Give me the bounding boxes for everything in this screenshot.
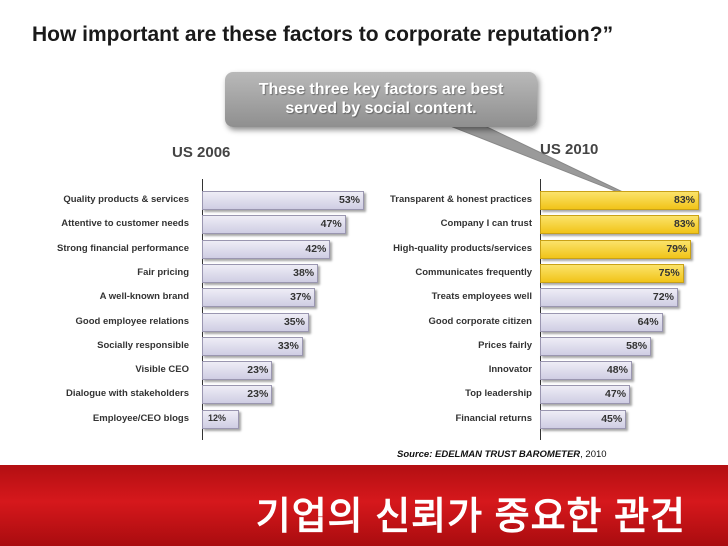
chart-2006-value-label: 47% [320, 218, 342, 231]
chart-2006-bar [202, 409, 239, 429]
chart-2010-category-label: Treats employees well [431, 291, 532, 303]
chart-2006-value-label: 42% [305, 242, 327, 255]
source-year: , 2010 [580, 449, 607, 460]
chart-2010-value-label: 75% [658, 266, 680, 279]
chart-2010-value-label: 83% [673, 218, 695, 231]
chart-2010-value-label: 64% [637, 315, 659, 328]
chart-2010-category-label: Top leadership [465, 388, 532, 400]
chart-2006-bar [202, 336, 303, 356]
chart-2006-category-label: Visible CEO [135, 364, 189, 376]
chart-2006-value-label: 12% [208, 412, 227, 423]
chart-2010-title: US 2010 [540, 141, 599, 158]
chart-2006-value-label: 33% [277, 339, 299, 352]
chart-2010-value-label: 58% [626, 339, 648, 352]
chart-2006-value-label: 23% [247, 364, 269, 377]
chart-2010-category-label: Prices fairly [478, 339, 532, 351]
chart-2010-bar [540, 409, 627, 429]
chart-2010-bar [540, 288, 678, 308]
chart-2006-bar [202, 361, 273, 381]
source-note: Source: EDELMAN TRUST BAROMETER, 2010 [397, 449, 607, 460]
chart-2006-category-label: Strong financial performance [57, 242, 189, 254]
chart-2010-value-label: 48% [606, 364, 628, 377]
chart-2006-category-label: Fair pricing [137, 266, 189, 278]
chart-2010-bar [540, 191, 699, 210]
callout-box: These three key factors are best served … [225, 72, 537, 127]
chart-2010-bar [540, 336, 652, 356]
chart-2006-value-label: 35% [283, 315, 305, 328]
chart-2006-title: US 2006 [172, 144, 231, 161]
chart-2010-category-label: Innovator [488, 364, 532, 376]
chart-2010-bar [540, 263, 684, 283]
source-prefix: Source: [397, 449, 436, 460]
chart-2010-bar [540, 312, 663, 332]
source-name: EDELMAN TRUST BAROMETER [435, 449, 581, 460]
chart-2010-category-label: Company I can trust [440, 218, 532, 230]
chart-2006-value-label: 37% [290, 291, 312, 304]
chart-2006-axis [202, 179, 203, 440]
chart-2006-bar [202, 312, 309, 332]
chart-2006-value-label: 38% [293, 266, 315, 279]
chart-2006-category-label: Employee/CEO blogs [92, 412, 189, 424]
chart-2006-value-label: 23% [247, 388, 269, 401]
chart-2010-category-label: Good corporate citizen [428, 315, 532, 327]
footer-text: 기업의 신뢰가 중요한 관건 [255, 496, 686, 538]
footer-banner: 기업의 신뢰가 중요한 관건 [0, 465, 728, 546]
chart-2006-bar [202, 288, 316, 308]
chart-2010-value-label: 47% [605, 388, 627, 401]
chart-2006-bar [202, 263, 319, 283]
chart-2010-category-label: Transparent & honest practices [389, 194, 532, 205]
chart-2010-value-label: 79% [666, 242, 688, 255]
chart-2010-axis [540, 179, 541, 440]
chart-2010-bar [540, 361, 632, 381]
chart-2006-category-label: Socially responsible [97, 339, 189, 351]
chart-2010-category-label: Communicates frequently [415, 266, 532, 278]
chart-2006-category-label: Good employee relations [75, 315, 190, 327]
chart-2010-value-label: 83% [673, 194, 695, 206]
chart-2010-bar [540, 215, 699, 235]
callout-line-1: These three key factors are best [258, 81, 504, 98]
chart-2006-bar [202, 239, 331, 259]
callout-line-2: served by social content. [285, 100, 477, 117]
chart-2010-value-label: 45% [601, 412, 623, 425]
chart-2010-category-label: High-quality products/services [393, 242, 532, 254]
chart-2006-bar [202, 385, 273, 405]
chart-2006-value-label: 53% [338, 194, 360, 206]
chart-2006-bar [202, 191, 364, 210]
page-title: How important are these factors to corpo… [32, 23, 614, 46]
chart-2006-category-label: A well-known brand [99, 291, 189, 303]
chart-2006-category-label: Quality products & services [63, 194, 189, 205]
chart-2006-bar [202, 215, 346, 235]
chart-2010-value-label: 72% [652, 291, 674, 304]
chart-2010-bar [540, 385, 631, 405]
chart-2010-category-label: Financial returns [455, 412, 532, 424]
chart-2006-category-label: Dialogue with stakeholders [66, 388, 189, 400]
chart-2006-category-label: Attentive to customer needs [61, 218, 189, 230]
chart-2010-bar [540, 239, 692, 259]
